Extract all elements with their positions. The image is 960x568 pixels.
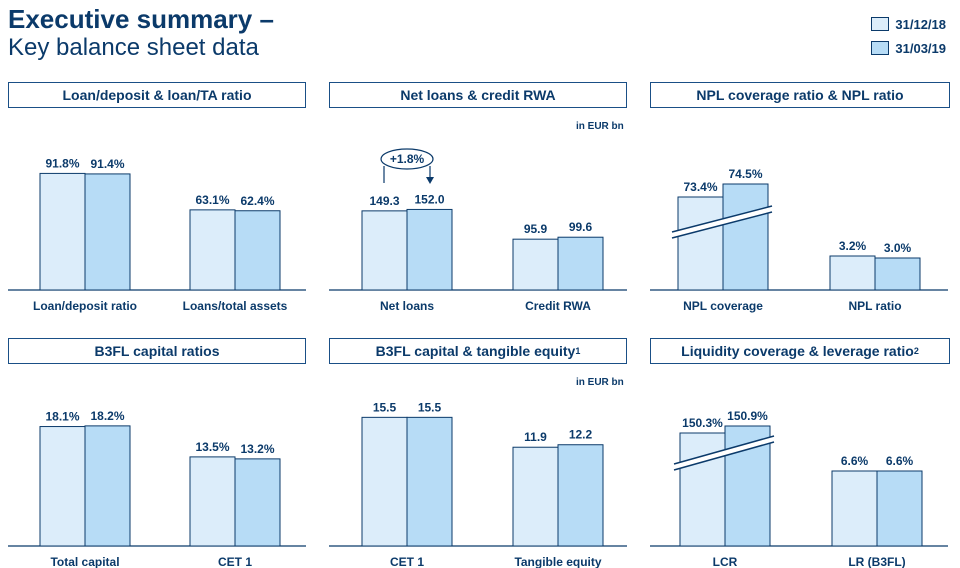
category-label-p4-c1: Total capital	[50, 555, 119, 568]
panel-title-4: B3FL capital ratios	[8, 338, 306, 364]
bar-p5-c2-s1	[512, 446, 559, 547]
panel-title-6-footnote: 2	[913, 346, 919, 356]
legend-swatch-1	[871, 17, 890, 31]
category-label-p6-c2: LR (B3FL)	[848, 555, 905, 568]
data-label-p6-c1-s1: 150.3%	[682, 416, 723, 430]
bar-p4-c2-s2	[234, 458, 281, 547]
legend: 31/12/18 31/03/19	[871, 14, 946, 62]
data-label-p3-c1-s1: 73.4%	[683, 180, 717, 194]
legend-label-1: 31/12/18	[895, 16, 946, 32]
panel-title-1: Loan/deposit & loan/TA ratio	[8, 82, 306, 108]
category-label-p3-c2: NPL ratio	[848, 299, 901, 313]
bar-p5-c1-s2	[406, 416, 453, 547]
legend-item-1: 31/12/18	[871, 14, 946, 34]
unit-note-2: in EUR bn	[576, 121, 624, 132]
bar-p6-c1-s1	[679, 432, 726, 547]
category-label-p5-c2: Tangible equity	[514, 555, 601, 568]
bar-p6-c2-s2	[876, 470, 923, 547]
data-label-p6-c2-s2: 6.6%	[886, 454, 914, 468]
axis-break-fill-p6	[674, 436, 774, 470]
bar-p3-c1-s2	[722, 183, 769, 291]
bar-p5-c2-s2	[557, 444, 604, 547]
data-label-p5-c1-s2: 15.5	[418, 400, 442, 414]
legend-label-2: 31/03/19	[895, 40, 946, 56]
data-label-p5-c2-s1: 11.9	[524, 430, 547, 444]
bar-p1-c1-s1	[39, 172, 86, 291]
data-label-p5-c1-s1: 15.5	[373, 400, 397, 414]
category-label-p4-c2: CET 1	[218, 555, 252, 568]
bar-p1-c2-s1	[189, 209, 236, 291]
data-label-p2-c1-s1: 149.3	[369, 194, 399, 208]
data-label-p1-c2-s1: 63.1%	[195, 193, 229, 207]
panel-title-5-footnote: 1	[575, 346, 581, 356]
bar-p6-c2-s1	[831, 470, 878, 547]
axis-break-line-a-p3	[671, 211, 773, 239]
legend-swatch-2	[871, 41, 890, 55]
data-label-p4-c1-s1: 18.1%	[45, 410, 79, 424]
data-label-p6-c2-s1: 6.6%	[841, 454, 869, 468]
bar-p3-c2-s1	[829, 255, 876, 291]
page-subtitle: Key balance sheet data	[8, 34, 259, 61]
data-label-p2-c2-s1: 95.9	[524, 222, 548, 236]
category-label-p2-c2: Credit RWA	[525, 299, 591, 313]
category-label-p6-c1: LCR	[713, 555, 738, 568]
panel-title-2-text: Net loans & credit RWA	[400, 87, 556, 103]
bar-p2-c1-s2	[406, 208, 453, 291]
bar-p2-c2-s2	[557, 236, 604, 291]
panel-title-1-text: Loan/deposit & loan/TA ratio	[62, 87, 252, 103]
bar-p4-c1-s1	[39, 426, 86, 547]
panel-title-5-text: B3FL capital & tangible equity	[375, 343, 576, 359]
panel-title-6-text: Liquidity coverage & leverage ratio	[681, 343, 914, 359]
bar-p2-c2-s1	[512, 238, 559, 291]
growth-annotation-label: +1.8%	[390, 152, 425, 166]
bar-p2-c1-s1	[361, 210, 408, 291]
bar-p5-c1-s1	[361, 416, 408, 547]
category-label-p3-c1: NPL coverage	[683, 299, 763, 313]
panel-title-3: NPL coverage ratio & NPL ratio	[650, 82, 950, 108]
growth-annotation-bubble	[380, 148, 434, 170]
data-label-p2-c1-s2: 152.0	[414, 192, 444, 206]
unit-note-5: in EUR bn	[576, 377, 624, 388]
panel-title-5: B3FL capital & tangible equity 1	[329, 338, 627, 364]
data-label-p4-c2-s2: 13.2%	[240, 442, 274, 456]
axis-break-line-a-p6	[673, 441, 775, 471]
axis-break-line-b-p3	[671, 205, 773, 233]
bar-p3-c2-s2	[874, 257, 921, 291]
data-label-p5-c2-s2: 12.2	[569, 428, 593, 442]
data-label-p1-c1-s1: 91.8%	[45, 156, 79, 170]
page-title: Executive summary –	[8, 4, 274, 34]
category-label-p1-c2: Loans/total assets	[183, 299, 288, 313]
axis-break-fill-p3	[672, 206, 772, 238]
panel-title-6: Liquidity coverage & leverage ratio 2	[650, 338, 950, 364]
growth-annotation-arrowhead	[426, 177, 434, 184]
data-label-p6-c1-s2: 150.9%	[727, 409, 768, 423]
category-label-p2-c1: Net loans	[380, 299, 434, 313]
bar-p4-c2-s1	[189, 456, 236, 547]
data-label-p4-c1-s2: 18.2%	[90, 409, 124, 423]
data-label-p3-c1-s2: 74.5%	[728, 167, 762, 181]
category-label-p1-c1: Loan/deposit ratio	[33, 299, 137, 313]
bar-p1-c2-s2	[234, 210, 281, 291]
bar-p1-c1-s2	[84, 173, 131, 291]
data-label-p1-c1-s2: 91.4%	[90, 157, 124, 171]
bar-p4-c1-s2	[84, 425, 131, 547]
data-label-p1-c2-s2: 62.4%	[240, 194, 274, 208]
panel-title-3-text: NPL coverage ratio & NPL ratio	[696, 87, 904, 103]
panel-title-4-text: B3FL capital ratios	[94, 343, 220, 359]
axis-break-line-b-p6	[673, 435, 775, 465]
panel-title-2: Net loans & credit RWA	[329, 82, 627, 108]
data-label-p4-c2-s1: 13.5%	[195, 440, 229, 454]
bar-p3-c1-s1	[677, 196, 724, 291]
data-label-p2-c2-s2: 99.6	[569, 220, 593, 234]
data-label-p3-c2-s1: 3.2%	[839, 239, 867, 253]
category-label-p5-c1: CET 1	[390, 555, 424, 568]
data-label-p3-c2-s2: 3.0%	[884, 241, 912, 255]
legend-item-2: 31/03/19	[871, 38, 946, 58]
